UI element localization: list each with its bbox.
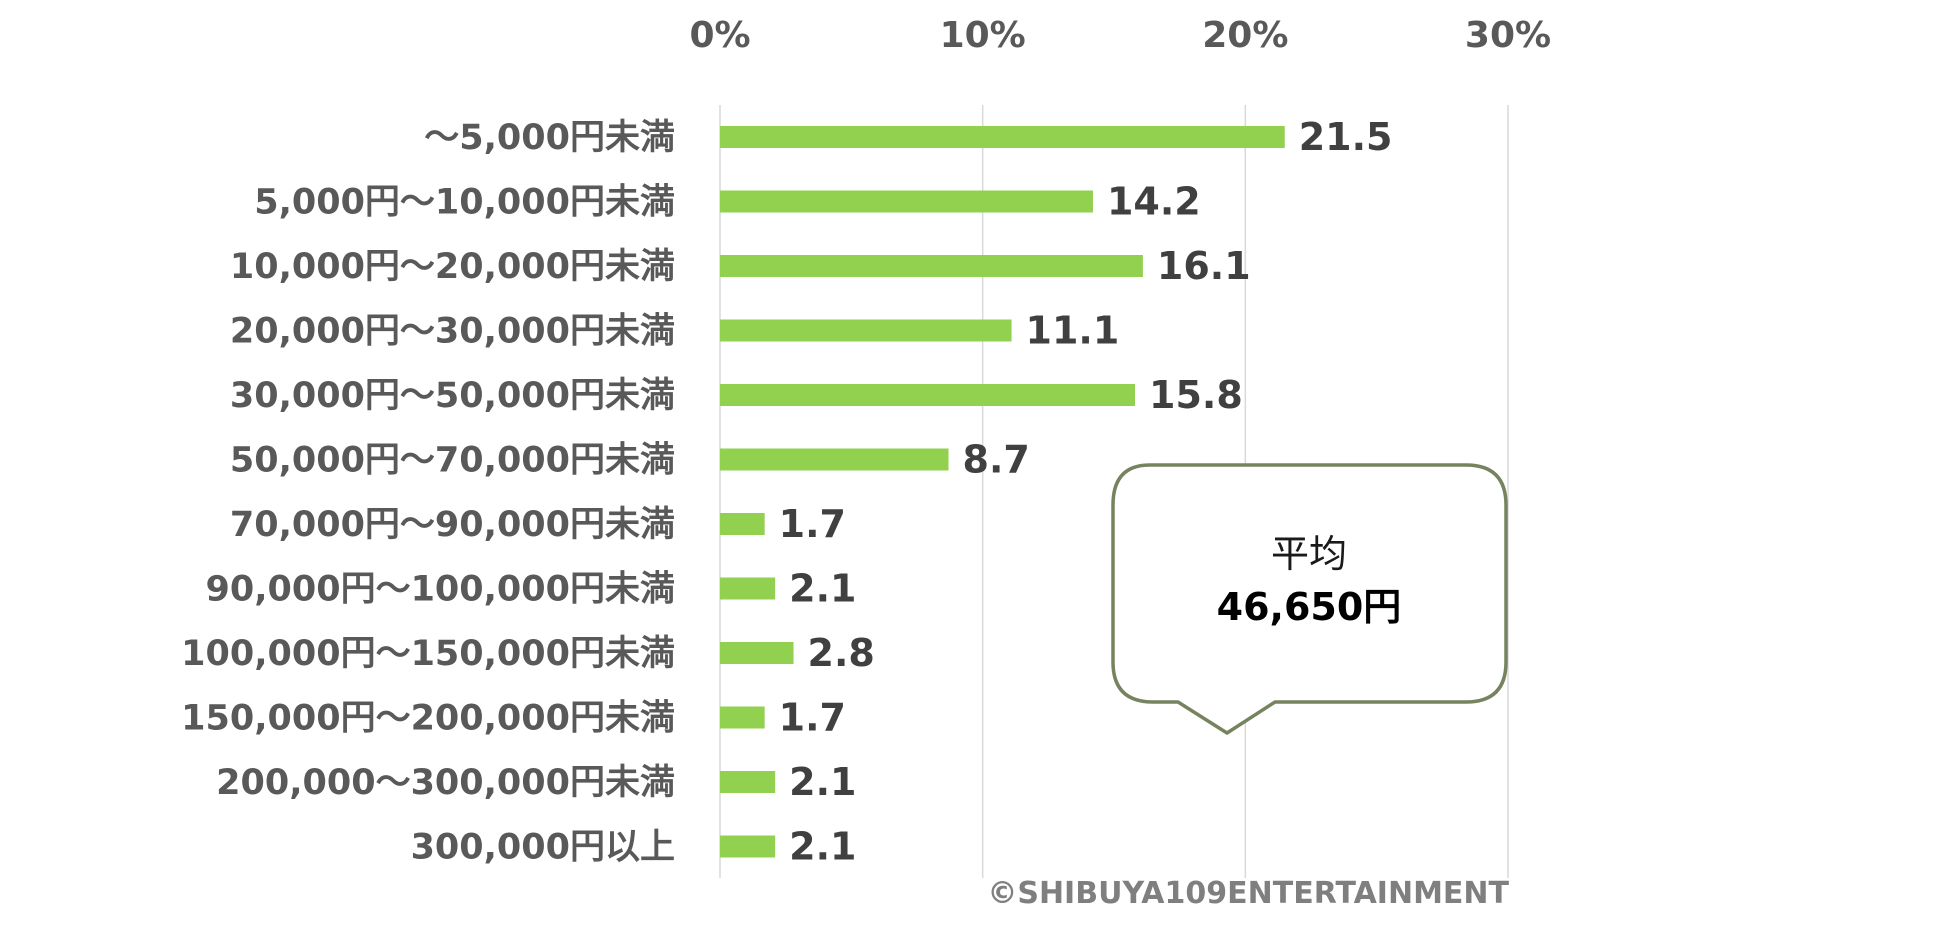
bar — [720, 706, 765, 729]
data-label: 21.5 — [1299, 115, 1393, 159]
x-tick-label: 30% — [1465, 15, 1551, 56]
category-label: 50,000円〜70,000円未満 — [230, 441, 675, 481]
category-label: 〜5,000円未満 — [424, 118, 675, 158]
data-label: 2.1 — [789, 760, 856, 804]
bar — [720, 835, 776, 858]
average-callout: 平均 46,650円 — [1111, 463, 1508, 735]
data-label: 8.7 — [963, 438, 1030, 482]
category-label: 90,000円〜100,000円未満 — [206, 570, 675, 610]
bar — [720, 384, 1136, 406]
category-label: 150,000円〜200,000円未満 — [181, 699, 675, 739]
category-label: 100,000円〜150,000円未満 — [181, 634, 675, 674]
bar — [720, 319, 1012, 342]
callout-bubble — [1111, 463, 1508, 735]
category-label: 5,000円〜10,000円未満 — [254, 183, 675, 223]
data-label: 16.1 — [1157, 244, 1251, 288]
data-label: 1.7 — [779, 696, 846, 740]
category-label: 10,000円〜20,000円未満 — [230, 247, 675, 287]
bar — [720, 642, 794, 664]
bars — [720, 126, 1285, 858]
x-axis-ticks: 0% 10% 20% 30% — [689, 15, 1551, 56]
value-labels: 21.5 14.2 16.1 11.1 15.8 8.7 1.7 2.1 2.8 1.7 2.1 2.… — [779, 115, 1393, 869]
callout-title: 平均 — [1271, 532, 1347, 576]
x-tick-label: 0% — [689, 15, 750, 56]
bar — [720, 771, 776, 793]
x-tick-label: 20% — [1202, 15, 1288, 56]
category-label: 70,000円〜90,000円未満 — [230, 505, 675, 545]
bar — [720, 577, 776, 600]
category-label: 20,000円〜30,000円未満 — [230, 312, 675, 352]
category-label: 30,000円〜50,000円未満 — [230, 376, 675, 416]
data-label: 2.1 — [789, 567, 856, 611]
copyright-text: ©SHIBUYA109ENTERTAINMENT — [987, 876, 1509, 911]
category-label: 300,000円以上 — [411, 828, 675, 868]
callout-average-value: 46,650円 — [1217, 585, 1402, 629]
bar — [720, 126, 1285, 148]
x-tick-label: 10% — [940, 15, 1026, 56]
bar — [720, 190, 1093, 213]
data-label: 2.8 — [808, 631, 875, 675]
bar — [720, 513, 765, 535]
data-label: 1.7 — [779, 502, 846, 546]
category-labels: 〜5,000円未満 5,000円〜10,000円未満 10,000円〜20,000円… — [181, 118, 675, 868]
data-label: 2.1 — [789, 825, 856, 869]
category-label: 200,000〜300,000円未満 — [216, 763, 675, 803]
bar — [720, 448, 949, 471]
data-label: 11.1 — [1026, 309, 1120, 353]
bar — [720, 255, 1143, 277]
data-label: 14.2 — [1107, 180, 1201, 224]
data-label: 15.8 — [1149, 373, 1243, 417]
